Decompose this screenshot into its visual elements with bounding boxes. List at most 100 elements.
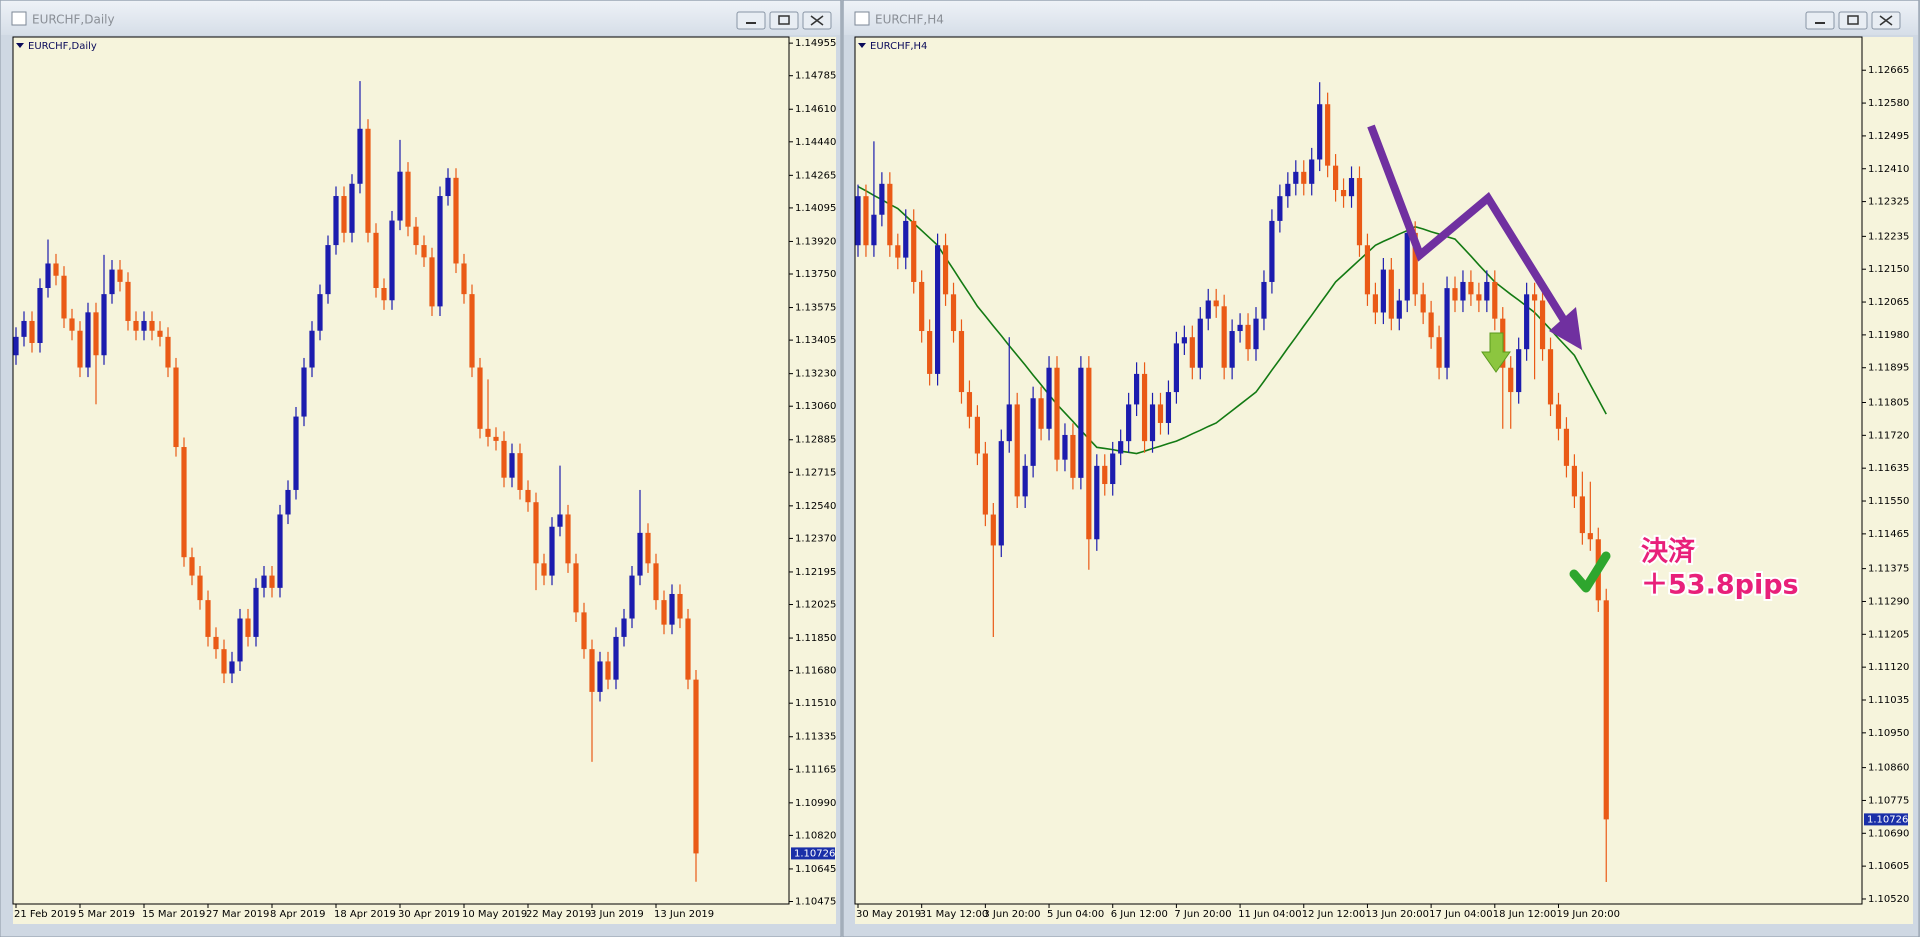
- y-tick-label: 1.12150: [1868, 264, 1909, 275]
- candle-body: [429, 257, 435, 307]
- candle-body: [1532, 294, 1538, 301]
- candle-body: [1380, 269, 1386, 313]
- y-tick-label: 1.13060: [795, 401, 836, 412]
- candle-body: [605, 661, 611, 680]
- candle-body: [1046, 367, 1052, 429]
- candle-body: [1237, 324, 1243, 332]
- y-tick-label: 1.12540: [795, 501, 836, 512]
- minimize-button[interactable]: [736, 11, 766, 30]
- candle-body: [1484, 281, 1490, 301]
- candle-body: [357, 128, 363, 184]
- candle-body: [1022, 465, 1028, 497]
- y-tick-label: 1.12370: [795, 533, 836, 544]
- candle-body: [942, 245, 949, 295]
- candle-body: [1205, 300, 1211, 319]
- y-tick-label: 1.10520: [1868, 894, 1909, 905]
- candle-body: [325, 245, 331, 295]
- x-tick-label: 30 May 2019: [856, 909, 921, 920]
- y-tick-label: 1.10645: [795, 864, 836, 875]
- candle-body: [1157, 404, 1164, 423]
- y-tick-label: 1.10820: [795, 830, 836, 841]
- y-tick-label: 1.11680: [795, 666, 836, 677]
- candle-body: [1436, 337, 1442, 368]
- chart-title: EURCHF,Daily: [28, 41, 97, 52]
- candle-body: [229, 661, 235, 674]
- candle-body: [109, 269, 115, 295]
- candle-body: [1126, 404, 1132, 442]
- candle-body: [157, 330, 163, 337]
- y-tick-label: 1.13575: [795, 303, 836, 314]
- y-tick-label: 1.10990: [795, 798, 836, 809]
- y-tick-label: 1.12580: [1868, 98, 1909, 109]
- candle-body: [871, 214, 877, 246]
- y-tick-label: 1.11635: [1868, 463, 1909, 474]
- candle-body: [1309, 159, 1315, 184]
- y-tick-label: 1.11375: [1868, 564, 1909, 575]
- candle-body: [1364, 245, 1371, 295]
- candle-body: [397, 171, 403, 221]
- y-tick-label: 1.11165: [795, 764, 836, 775]
- candle-body: [189, 557, 195, 576]
- candle-body: [517, 453, 523, 490]
- candle-body: [1563, 428, 1570, 466]
- annotation: ＋53.8pips: [1641, 570, 1799, 601]
- minimize-button[interactable]: [1805, 11, 1835, 30]
- candle-body: [485, 428, 491, 437]
- candle-body: [45, 263, 51, 288]
- candle-body: [205, 600, 211, 637]
- candle-body: [285, 489, 291, 515]
- candle-body: [69, 318, 75, 331]
- candle-body: [1102, 465, 1108, 485]
- candle-body: [29, 320, 35, 343]
- candle-body: [685, 618, 691, 680]
- candle-body: [958, 331, 965, 393]
- candle-body: [341, 196, 347, 233]
- candle-body: [421, 245, 427, 258]
- candle-body: [1070, 434, 1076, 478]
- candle-body: [1038, 398, 1044, 429]
- y-tick-label: 1.12025: [795, 600, 836, 611]
- candle-body: [269, 575, 275, 588]
- maximize-icon: [778, 15, 790, 25]
- candle-body: [1094, 465, 1100, 540]
- candle-body: [389, 220, 395, 301]
- y-tick-label: 1.11120: [1868, 662, 1909, 673]
- x-tick-label: 30 Apr 2019: [398, 909, 460, 920]
- y-tick-label: 1.12495: [1868, 131, 1909, 142]
- window-buttons[interactable]: [736, 11, 832, 30]
- y-tick-label: 1.14440: [795, 137, 836, 148]
- candle-body: [437, 196, 443, 307]
- candle-body: [1476, 294, 1482, 301]
- candle-body: [998, 441, 1004, 546]
- candle-body: [1221, 306, 1227, 368]
- candle-body: [1468, 281, 1474, 295]
- y-tick-label: 1.12715: [795, 467, 836, 478]
- x-tick-label: 13 Jun 2019: [654, 909, 714, 920]
- exit-check: [1569, 551, 1611, 593]
- y-tick-label: 1.14265: [795, 170, 836, 181]
- y-tick-label: 1.11895: [1868, 363, 1909, 374]
- maximize-button[interactable]: [1838, 11, 1868, 30]
- candle-body: [349, 183, 355, 233]
- x-tick-label: 31 May 12:00: [920, 909, 989, 920]
- candle-body: [1317, 104, 1323, 160]
- candle-body: [1253, 318, 1259, 350]
- window-buttons[interactable]: [1805, 11, 1901, 30]
- candle-body: [1141, 373, 1148, 442]
- plot-frame: [854, 36, 1863, 905]
- symbol-marker: [858, 43, 866, 48]
- candle-body: [165, 336, 171, 368]
- candle-body: [117, 269, 123, 282]
- candle-body: [541, 563, 547, 576]
- candle-body: [373, 232, 379, 288]
- y-tick-label: 1.11850: [795, 633, 836, 644]
- candle-body: [1285, 183, 1291, 197]
- candle-body: [1293, 171, 1299, 184]
- maximize-button[interactable]: [769, 11, 799, 30]
- window-title: EURCHF,Daily: [32, 13, 115, 27]
- candle-body: [1516, 349, 1522, 393]
- candle-body: [1603, 600, 1609, 820]
- y-tick-label: 1.12410: [1868, 164, 1909, 175]
- candle-body: [101, 294, 107, 356]
